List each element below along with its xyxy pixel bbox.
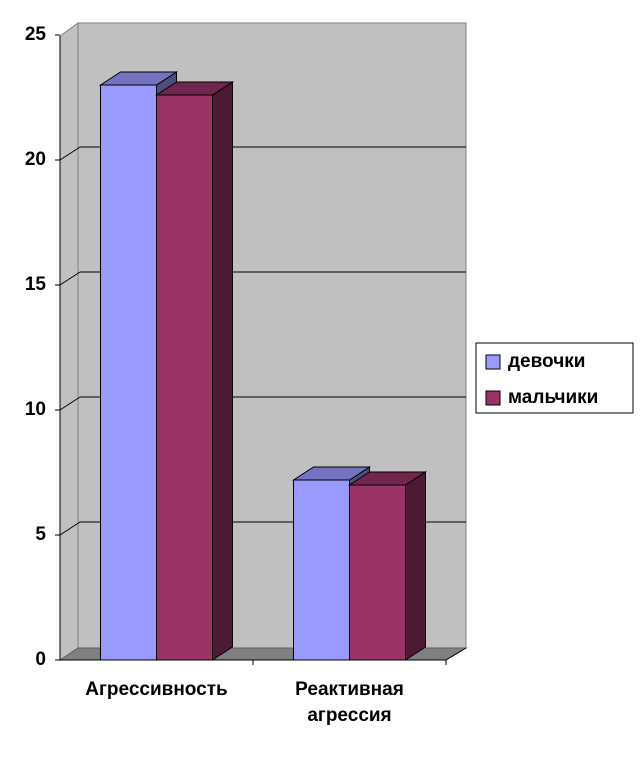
legend-label: мальчики xyxy=(508,387,598,408)
bar xyxy=(347,471,428,661)
legend-swatch xyxy=(485,354,501,370)
bar-face xyxy=(349,484,406,661)
bar-face xyxy=(405,471,426,661)
bar-face xyxy=(98,71,179,86)
y-tick-label: 15 xyxy=(25,274,47,295)
bar-face xyxy=(291,466,372,481)
bar-face xyxy=(100,84,157,661)
bar-face xyxy=(154,81,235,96)
bar-face xyxy=(347,471,428,486)
bar xyxy=(154,81,235,661)
bar-face xyxy=(156,94,213,661)
y-tick-label: 20 xyxy=(25,149,46,170)
legend-swatch xyxy=(485,390,501,406)
y-tick-label: 10 xyxy=(25,399,46,420)
legend xyxy=(475,342,634,414)
y-tick-label: 5 xyxy=(35,524,46,545)
bar-face xyxy=(212,81,233,661)
x-axis-depth xyxy=(445,647,467,661)
y-tick-label: 0 xyxy=(35,649,46,670)
bar-face xyxy=(293,479,350,661)
grid-line-side xyxy=(59,271,81,286)
grid-line-side xyxy=(59,521,81,536)
x-tick-label: Агрессивность xyxy=(85,679,228,700)
y-tick-label: 25 xyxy=(25,24,47,45)
legend-label: девочки xyxy=(508,351,585,372)
grid-line-side xyxy=(59,146,81,161)
grid-line-side xyxy=(59,396,81,411)
side-wall xyxy=(59,22,79,661)
x-tick-label: Реактивная агрессия xyxy=(295,679,404,726)
